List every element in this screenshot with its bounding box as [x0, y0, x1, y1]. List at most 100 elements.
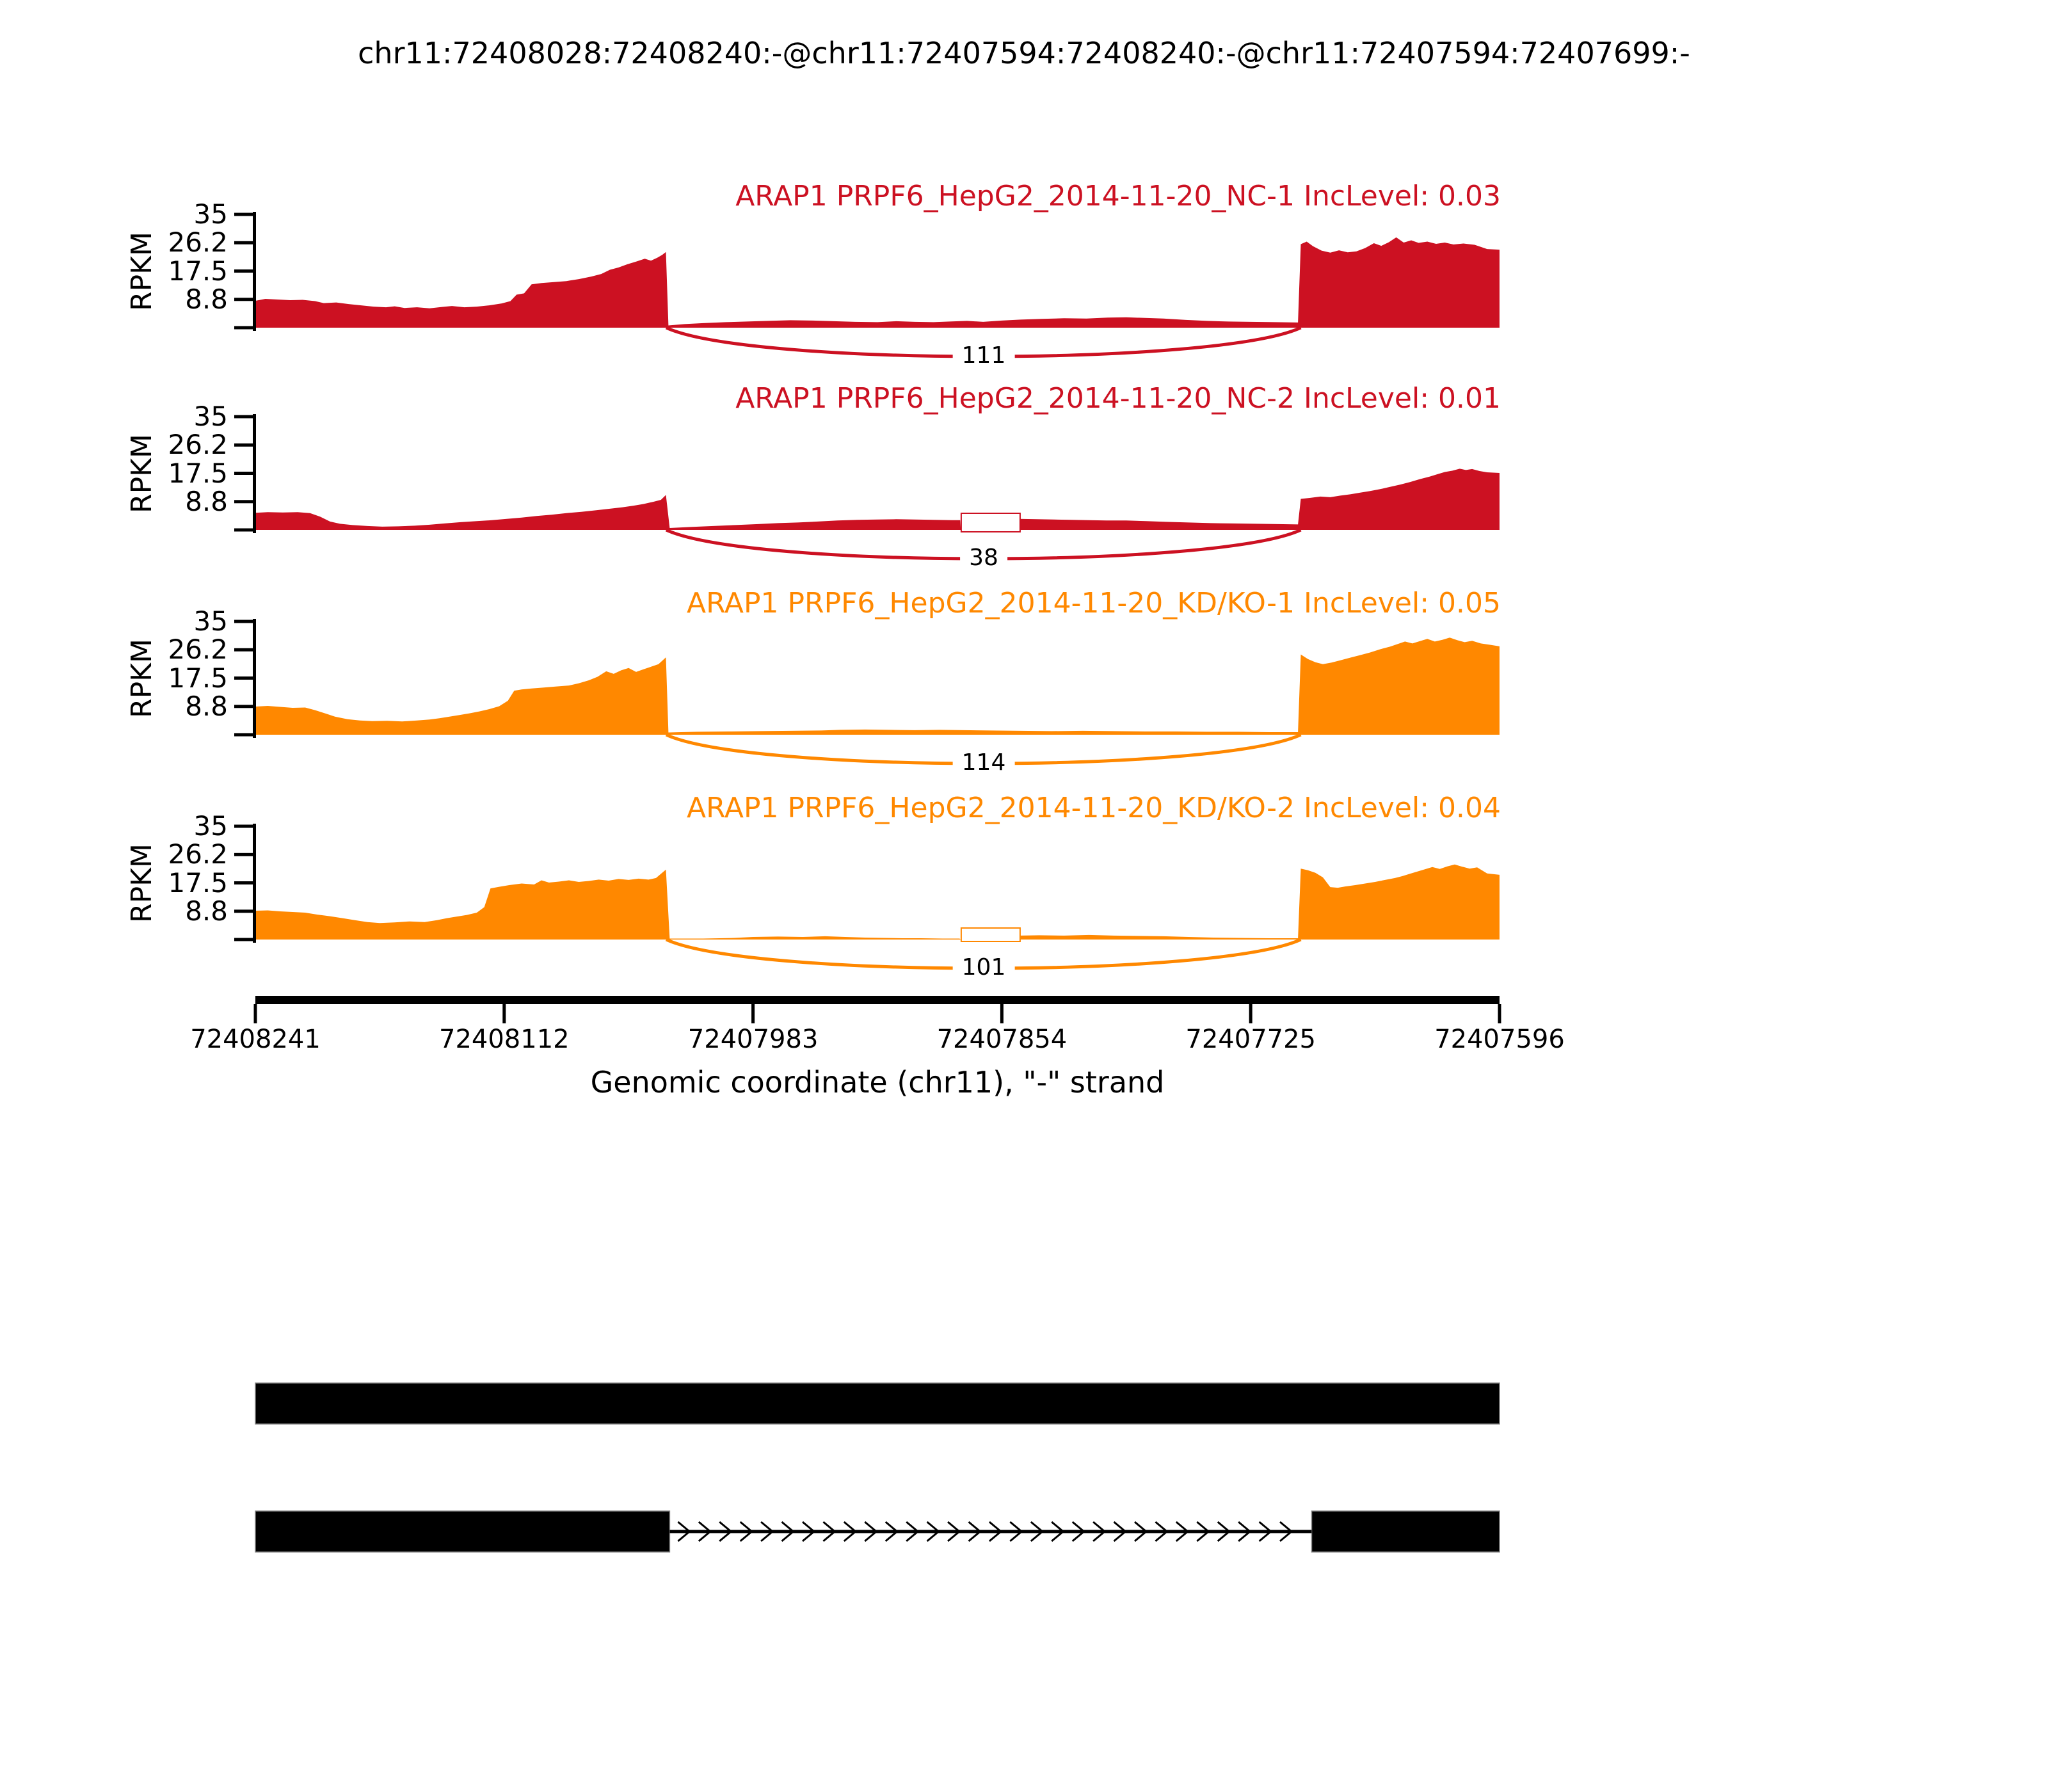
intron-direction-arrow-icon: [1155, 1521, 1169, 1542]
y-axis-title: RPKM: [125, 843, 158, 923]
y-axis-tick: [234, 241, 255, 244]
x-axis-tick: [502, 1004, 506, 1023]
intron-direction-arrow-icon: [947, 1521, 961, 1542]
track-label-nc1: ARAP1 PRPF6_HepG2_2014-11-20_NC-1 IncLev…: [735, 180, 1501, 212]
x-tick-label: 72408112: [439, 1025, 570, 1054]
intron-direction-arrow-icon: [781, 1521, 795, 1542]
y-tick-label: 26.2: [168, 227, 228, 259]
y-tick-label: 26.2: [168, 634, 228, 666]
coverage-area-NC-1: [255, 237, 1500, 328]
intron-direction-arrow-icon: [968, 1521, 982, 1542]
intron-direction-arrow-icon: [1196, 1521, 1210, 1542]
intron-direction-arrow-icon: [677, 1521, 691, 1542]
junction-count-nc2: 38: [960, 544, 1007, 572]
x-axis-tick: [751, 1004, 755, 1023]
y-tick-label: 35: [193, 198, 228, 230]
intron-direction-arrow-icon: [1238, 1521, 1252, 1542]
coverage-notch-NC-2: [960, 513, 1021, 532]
intron-direction-arrow-icon: [1217, 1521, 1231, 1542]
coverage-area-KD/KO-2: [255, 864, 1500, 940]
intron-direction-arrow-icon: [719, 1521, 733, 1542]
y-tick-label: 17.5: [168, 457, 228, 489]
y-tick-label: 8.8: [185, 895, 228, 927]
y-axis-tick: [234, 909, 255, 913]
gene-model-exon: [255, 1510, 671, 1553]
y-axis-tick: [234, 500, 255, 504]
intron-direction-arrow-icon: [1113, 1521, 1127, 1542]
x-tick-label: 72407596: [1434, 1025, 1565, 1054]
intron-direction-arrow-icon: [926, 1521, 940, 1542]
junction-count-nc1: 111: [952, 342, 1015, 370]
y-tick-label: 26.2: [168, 838, 228, 870]
y-axis-tick: [234, 443, 255, 447]
intron-direction-arrow-icon: [760, 1521, 774, 1542]
intron-direction-arrow-icon: [1134, 1521, 1148, 1542]
intron-direction-arrow-icon: [802, 1521, 816, 1542]
intron-direction-arrow-icon: [1051, 1521, 1065, 1542]
intron-direction-arrow-icon: [884, 1521, 899, 1542]
y-axis-tick: [234, 620, 255, 623]
y-tick-label: 35: [193, 605, 228, 637]
intron-direction-arrow-icon: [1009, 1521, 1023, 1542]
junction-count-kdko2: 101: [952, 954, 1015, 982]
x-axis-tick: [253, 1004, 257, 1023]
y-axis-title: RPKM: [125, 433, 158, 513]
intron-direction-arrow-icon: [864, 1521, 878, 1542]
y-tick-label: 35: [193, 810, 228, 842]
intron-direction-arrow-icon: [1092, 1521, 1107, 1542]
track-label-nc2: ARAP1 PRPF6_HepG2_2014-11-20_NC-2 IncLev…: [735, 382, 1501, 415]
y-axis-tick: [234, 269, 255, 273]
y-axis-tick: [234, 298, 255, 301]
y-tick-label: 35: [193, 401, 228, 432]
coverage-area-NC-2: [255, 468, 1500, 530]
y-axis-tick: [234, 648, 255, 652]
intron-direction-arrow-icon: [1071, 1521, 1086, 1542]
gene-model-exon: [255, 1382, 1500, 1425]
x-axis-tick: [1249, 1004, 1252, 1023]
x-tick-label: 72408241: [190, 1025, 321, 1054]
y-axis-tick: [234, 528, 255, 532]
intron-direction-arrow-icon: [1279, 1521, 1293, 1542]
y-tick-label: 17.5: [168, 255, 228, 287]
y-axis-tick: [234, 212, 255, 216]
intron-direction-arrow-icon: [822, 1521, 836, 1542]
x-axis-tick: [1498, 1004, 1501, 1023]
intron-direction-arrow-icon: [1030, 1521, 1044, 1542]
y-tick-label: 8.8: [185, 690, 228, 722]
y-axis-tick: [234, 881, 255, 884]
track-label-kdko1: ARAP1 PRPF6_HepG2_2014-11-20_KD/KO-1 Inc…: [686, 587, 1501, 620]
intron-direction-arrow-icon: [906, 1521, 920, 1542]
y-tick-label: 17.5: [168, 662, 228, 694]
y-axis-title: RPKM: [125, 638, 158, 718]
y-axis-title: RPKM: [125, 231, 158, 311]
intron-direction-arrow-icon: [843, 1521, 858, 1542]
junction-count-kdko1: 114: [952, 749, 1015, 777]
intron-direction-arrow-icon: [739, 1521, 754, 1542]
intron-direction-arrow-icon: [1258, 1521, 1272, 1542]
y-axis-tick: [234, 472, 255, 475]
y-axis-tick: [234, 852, 255, 856]
intron-direction-arrow-icon: [988, 1521, 1003, 1542]
x-tick-label: 72407854: [936, 1025, 1068, 1054]
y-axis-tick: [234, 733, 255, 737]
y-tick-label: 26.2: [168, 429, 228, 461]
coverage-notch-KD/KO-2: [960, 927, 1021, 942]
gene-model-intron-line: [669, 1530, 1312, 1533]
intron-direction-arrow-icon: [698, 1521, 712, 1542]
y-axis-tick: [234, 938, 255, 941]
figure-title: chr11:72408028:72408240:-@chr11:72407594…: [358, 36, 1690, 70]
y-axis-tick: [234, 326, 255, 330]
gene-model-exon: [1311, 1510, 1500, 1553]
y-tick-label: 8.8: [185, 485, 228, 517]
track-label-kdko2: ARAP1 PRPF6_HepG2_2014-11-20_KD/KO-2 Inc…: [686, 792, 1501, 824]
x-tick-label: 72407983: [687, 1025, 819, 1054]
coverage-area-KD/KO-1: [255, 637, 1500, 735]
y-axis-tick: [234, 415, 255, 419]
intron-direction-arrow-icon: [1175, 1521, 1190, 1542]
y-tick-label: 8.8: [185, 283, 228, 315]
y-axis-tick: [234, 676, 255, 680]
x-axis-tick: [1000, 1004, 1004, 1023]
x-tick-label: 72407725: [1185, 1025, 1316, 1054]
